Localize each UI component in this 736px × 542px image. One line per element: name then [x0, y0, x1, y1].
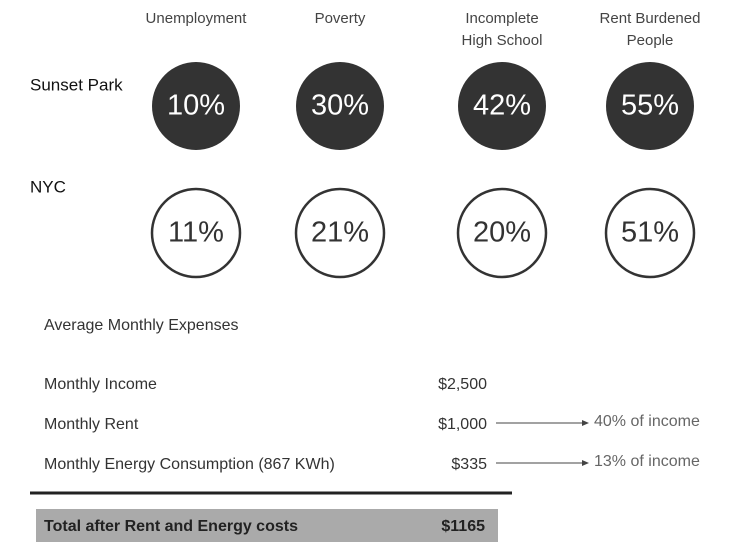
indicator-label: Incomplete [465, 10, 538, 27]
stat-circle [456, 187, 548, 279]
indicator-label: People [627, 32, 674, 49]
stat-circle [296, 62, 384, 150]
stat-value: 20% [473, 217, 531, 249]
stat-circle [150, 187, 242, 279]
expense-note: 13% of income [594, 453, 700, 470]
stat-circle [294, 187, 386, 279]
arrow-head [582, 420, 589, 426]
expense-amount: $335 [451, 456, 487, 473]
stat-value: 55% [621, 90, 679, 122]
stat-circle [152, 62, 240, 150]
row-name: NYC [30, 177, 66, 196]
indicator-label: Unemployment [146, 10, 248, 27]
stat-circle [604, 187, 696, 279]
expense-amount: $2,500 [438, 376, 487, 393]
total-bar [36, 509, 498, 542]
stat-value: 21% [311, 217, 369, 249]
stat-circle [458, 62, 546, 150]
stat-value: 11% [168, 217, 224, 249]
arrow-head [582, 460, 589, 466]
expense-label: Monthly Rent [44, 416, 139, 433]
row-name: Sunset Park [30, 75, 123, 94]
stat-value: 51% [621, 217, 679, 249]
total-label: Total after Rent and Energy costs [44, 518, 298, 535]
indicator-label: Poverty [315, 10, 366, 27]
indicator-label: Rent Burdened [600, 10, 701, 27]
stat-value: 42% [473, 90, 531, 122]
stat-circle [606, 62, 694, 150]
indicator-label: High School [462, 32, 543, 49]
stat-value: 30% [311, 90, 369, 122]
expense-label: Monthly Energy Consumption (867 KWh) [44, 456, 335, 473]
total-amount: $1165 [441, 518, 485, 535]
expenses-title: Average Monthly Expenses [44, 317, 238, 334]
expense-amount: $1,000 [438, 416, 487, 433]
expense-note: 40% of income [594, 413, 700, 430]
expense-label: Monthly Income [44, 376, 157, 393]
stat-value: 10% [167, 90, 225, 122]
